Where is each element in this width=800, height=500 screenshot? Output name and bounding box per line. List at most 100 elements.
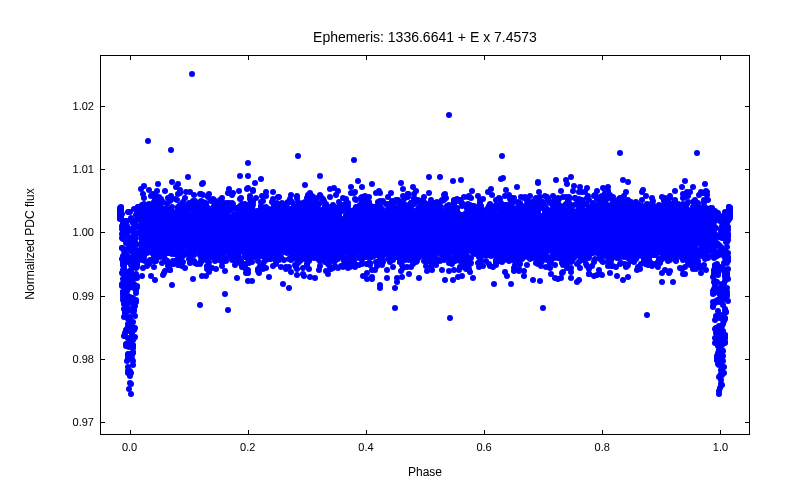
data-point [623, 189, 629, 195]
data-point [369, 181, 375, 187]
x-tick-label: 0.2 [240, 441, 255, 453]
data-point [169, 282, 175, 288]
data-point [250, 188, 256, 194]
data-point [725, 257, 731, 263]
data-point [127, 380, 133, 386]
data-point [553, 177, 559, 183]
y-tick-label: 0.99 [58, 290, 94, 302]
y-tick-mark [745, 422, 750, 423]
data-point [659, 279, 665, 285]
data-point [644, 312, 650, 318]
data-point [480, 196, 486, 202]
y-tick-label: 0.98 [58, 353, 94, 365]
data-point [245, 270, 251, 276]
data-point [155, 181, 161, 187]
chart-container: Ephemeris: 1336.6641 + E x 7.4573 Phase … [0, 0, 800, 500]
data-point [725, 298, 731, 304]
data-point [458, 177, 464, 183]
data-point [392, 305, 398, 311]
data-point [249, 278, 255, 284]
data-point [491, 281, 497, 287]
y-tick-label: 0.97 [58, 416, 94, 428]
data-point [133, 273, 139, 279]
data-point [447, 315, 453, 321]
data-point [225, 307, 231, 313]
data-point [443, 195, 449, 201]
y-tick-mark [745, 296, 750, 297]
data-point [236, 188, 242, 194]
data-point [722, 316, 728, 322]
data-point [133, 242, 139, 248]
data-point [643, 193, 649, 199]
data-point [237, 173, 243, 179]
x-tick-mark [602, 55, 603, 60]
data-point [720, 364, 726, 370]
data-point [376, 188, 382, 194]
data-point [190, 276, 196, 282]
data-point [384, 275, 390, 281]
data-point [530, 277, 536, 283]
data-point [703, 267, 709, 273]
data-point [607, 270, 613, 276]
data-point [726, 216, 732, 222]
data-point [306, 266, 312, 272]
y-tick-mark [100, 106, 105, 107]
data-point [426, 174, 432, 180]
data-point [399, 274, 405, 280]
data-point [294, 193, 300, 199]
x-tick-mark [484, 430, 485, 435]
data-point [446, 112, 452, 118]
data-point [672, 188, 678, 194]
data-point [459, 273, 465, 279]
x-tick-mark [366, 55, 367, 60]
y-tick-label: 1.01 [58, 163, 94, 175]
x-tick-mark [720, 430, 721, 435]
data-point [521, 273, 527, 279]
y-tick-mark [100, 359, 105, 360]
data-point [725, 232, 731, 238]
data-point [500, 175, 506, 181]
data-point [263, 265, 269, 271]
y-tick-label: 1.02 [58, 100, 94, 112]
y-tick-mark [100, 232, 105, 233]
data-point [377, 282, 383, 288]
data-point [263, 193, 269, 199]
data-point [720, 353, 726, 359]
x-tick-mark [602, 430, 603, 435]
data-point [222, 291, 228, 297]
chart-title: Ephemeris: 1336.6641 + E x 7.4573 [100, 29, 750, 45]
data-point [230, 190, 236, 196]
data-point [197, 302, 203, 308]
x-tick-label: 1.0 [713, 441, 728, 453]
x-tick-label: 0.0 [122, 441, 137, 453]
data-point [702, 181, 708, 187]
data-point [705, 197, 711, 203]
data-point [234, 275, 240, 281]
data-point [724, 239, 730, 245]
data-point [286, 285, 292, 291]
data-point [682, 271, 688, 277]
data-point [537, 278, 543, 284]
data-point [599, 272, 605, 278]
data-point [131, 326, 137, 332]
y-tick-mark [745, 106, 750, 107]
data-point [128, 391, 134, 397]
data-point [351, 190, 357, 196]
data-point [568, 174, 574, 180]
data-point [694, 150, 700, 156]
data-point [266, 274, 272, 280]
data-point [130, 362, 136, 368]
data-point [667, 268, 673, 274]
data-point [351, 157, 357, 163]
data-point [133, 231, 139, 237]
data-point [141, 195, 147, 201]
data-point [145, 138, 151, 144]
data-point [716, 391, 722, 397]
x-tick-mark [248, 430, 249, 435]
data-point [682, 178, 688, 184]
data-point [152, 277, 158, 283]
data-point [499, 153, 505, 159]
data-point [369, 276, 375, 282]
x-tick-mark [130, 55, 131, 60]
data-point [508, 281, 514, 287]
